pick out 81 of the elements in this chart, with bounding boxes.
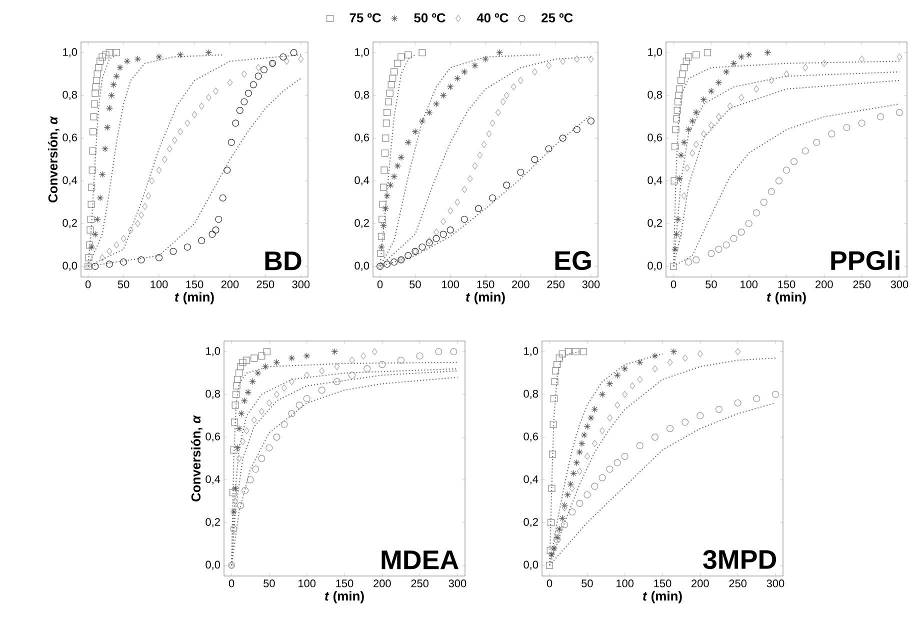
x-tick-label: 200 xyxy=(221,280,239,288)
x-tick-label: 300 xyxy=(766,580,784,588)
y-tick-label: 0,0 xyxy=(354,262,370,271)
x-axis-title: t (min) xyxy=(325,591,364,604)
y-axis-title: Conversión, α xyxy=(48,116,60,202)
x-axis-title: t (min) xyxy=(767,292,806,304)
x-tick-label: 50 xyxy=(118,280,130,288)
y-tick-label: 0,2 xyxy=(354,219,369,228)
x-tick-label: 100 xyxy=(150,280,168,288)
annotation: EG xyxy=(555,251,591,270)
x-tick-label: 100 xyxy=(442,280,460,288)
annotation: BD xyxy=(265,252,302,270)
x-axis-title: t (min) xyxy=(175,292,214,304)
y-tick-label: 0,4 xyxy=(524,475,538,484)
x-tick-label: 150 xyxy=(477,280,494,288)
y-tick-label: 0,8 xyxy=(524,390,538,399)
y-tick-label: 1,0 xyxy=(648,48,662,58)
legend-label: 75 ºC xyxy=(350,13,381,22)
legend-label: 40 ºC xyxy=(476,13,508,22)
x-tick-label: 100 xyxy=(298,580,316,588)
y-tick-label: 0,4 xyxy=(354,176,370,186)
x-tick-label: 300 xyxy=(448,580,466,588)
x-tick-label: 0 xyxy=(377,280,383,288)
x-axis-title: t (min) xyxy=(466,292,505,304)
x-tick-label: 200 xyxy=(374,580,391,588)
y-tick-label: 0,2 xyxy=(524,518,538,528)
x-tick-label: 250 xyxy=(256,280,274,288)
y-tick-label: 0,8 xyxy=(62,90,77,100)
x-tick-label: 250 xyxy=(547,280,565,288)
x-tick-label: 50 xyxy=(706,280,717,288)
x-tick-label: 0 xyxy=(85,280,91,288)
x-tick-label: 50 xyxy=(410,280,421,288)
y-tick-label: 0,6 xyxy=(354,134,369,143)
y-tick-label: 0,2 xyxy=(206,518,220,528)
legend-label: 25 ºC xyxy=(542,13,573,22)
x-tick-label: 250 xyxy=(853,280,871,288)
y-tick-label: 0,8 xyxy=(206,390,220,399)
y-tick-label: 0,6 xyxy=(648,134,662,143)
x-tick-label: 0 xyxy=(228,580,234,588)
x-tick-label: 0 xyxy=(546,580,552,588)
y-tick-label: 0,6 xyxy=(62,134,77,143)
y-tick-label: 1,0 xyxy=(206,347,220,356)
x-tick-label: 200 xyxy=(816,280,833,288)
x-tick-label: 250 xyxy=(729,580,747,588)
y-tick-label: 0,6 xyxy=(524,432,538,442)
x-tick-label: 300 xyxy=(292,280,310,288)
annotation: PPGli xyxy=(831,250,900,270)
x-tick-label: 200 xyxy=(692,580,709,588)
annotation: MDEA xyxy=(382,550,458,570)
y-tick-label: 1,0 xyxy=(63,48,78,58)
x-tick-label: 100 xyxy=(616,580,634,588)
x-tick-label: 300 xyxy=(890,280,908,288)
x-tick-label: 50 xyxy=(264,580,275,588)
y-tick-label: 0,2 xyxy=(62,219,77,228)
x-tick-label: 250 xyxy=(411,580,429,588)
y-tick-label: 1,0 xyxy=(355,48,370,58)
legend-label: 50 ºC xyxy=(414,13,446,22)
x-tick-label: 100 xyxy=(740,280,758,288)
y-axis-title: Conversión, α xyxy=(190,415,202,502)
y-tick-label: 0,8 xyxy=(354,90,369,100)
y-tick-label: 0,0 xyxy=(62,262,78,271)
y-tick-label: 0,2 xyxy=(648,219,662,228)
x-tick-label: 150 xyxy=(654,580,672,588)
x-tick-label: 150 xyxy=(778,280,796,288)
y-tick-label: 1,0 xyxy=(524,347,538,356)
y-tick-label: 0,4 xyxy=(648,176,662,186)
x-tick-label: 200 xyxy=(512,280,530,288)
x-axis-title: t (min) xyxy=(643,591,682,604)
annotation: 3MPD xyxy=(703,550,776,570)
y-tick-label: 0,8 xyxy=(648,90,662,100)
x-tick-label: 300 xyxy=(582,280,600,288)
x-tick-label: 0 xyxy=(670,280,676,288)
x-tick-label: 50 xyxy=(582,580,593,588)
y-tick-label: 0,0 xyxy=(648,262,662,271)
x-tick-label: 150 xyxy=(186,280,204,288)
x-tick-label: 150 xyxy=(336,580,354,588)
y-tick-label: 0,4 xyxy=(62,176,78,186)
y-tick-label: 0,0 xyxy=(206,560,220,570)
y-tick-label: 0,6 xyxy=(206,432,220,442)
y-tick-label: 0,4 xyxy=(206,475,220,484)
y-tick-label: 0,0 xyxy=(524,560,538,570)
